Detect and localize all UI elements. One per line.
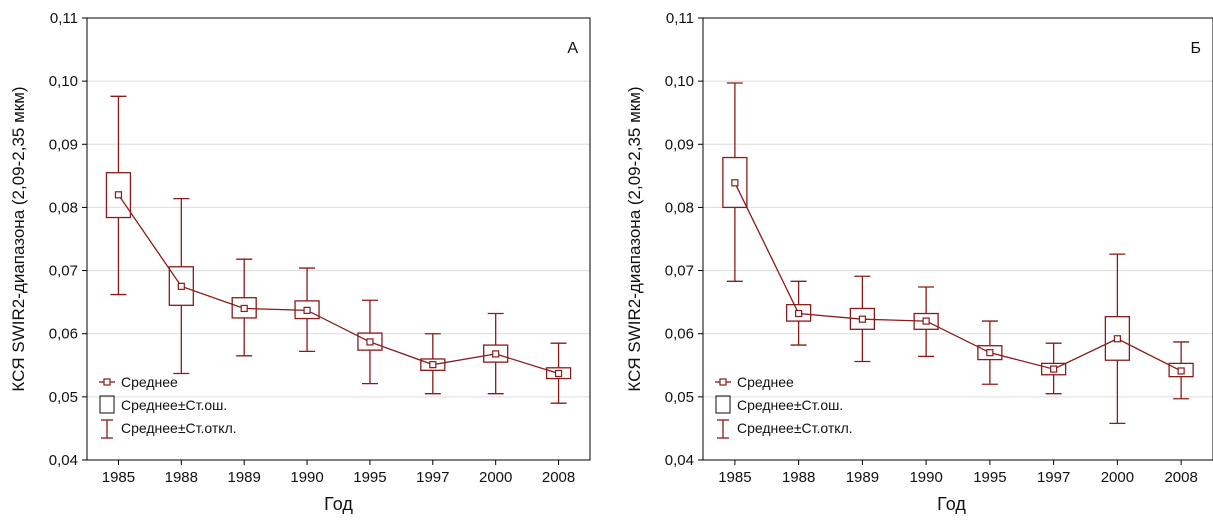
x-tick-label: 1989 xyxy=(846,469,879,486)
x-tick-label: 1989 xyxy=(228,469,261,486)
plot-frame xyxy=(702,17,1213,461)
se-box xyxy=(1104,316,1131,361)
mean-marker xyxy=(1050,365,1058,373)
se-box xyxy=(977,345,1003,361)
y-tick-label: 0,05 xyxy=(49,389,78,406)
mean-marker xyxy=(429,361,437,369)
panel-label: Б xyxy=(1191,40,1202,57)
x-tick-label: 1995 xyxy=(973,469,1006,486)
mean-marker xyxy=(858,315,866,323)
mean-marker xyxy=(492,350,500,358)
mean-marker xyxy=(177,282,185,290)
mean-marker xyxy=(114,191,123,199)
y-tick-label: 0,09 xyxy=(665,136,694,153)
chart-panel-b: 0,04 0,05 0,06 0,07 0,08 0,09 0,10 0,11 1985 1988… xyxy=(625,10,1213,514)
se-box xyxy=(722,156,748,209)
se-box xyxy=(420,358,446,371)
se-box xyxy=(913,312,939,330)
mean-marker xyxy=(922,317,930,325)
se-box xyxy=(1168,362,1194,378)
x-tick-label: 1997 xyxy=(1037,469,1070,486)
plot-frame xyxy=(86,17,591,461)
y-tick-label: 0,11 xyxy=(50,10,78,27)
x-tick-label: 1988 xyxy=(782,469,815,486)
x-tick-label: 2008 xyxy=(1164,469,1197,486)
x-tick-label: 1985 xyxy=(718,469,751,486)
se-box xyxy=(168,266,194,306)
legend-mean-marker xyxy=(103,378,111,386)
y-tick-label: 0,04 xyxy=(665,452,694,469)
mean-marker xyxy=(1177,367,1185,375)
legend-label-se: Среднее±Ст.ош. xyxy=(737,397,843,413)
legend-mean-marker xyxy=(719,378,727,386)
y-tick-label: 0,10 xyxy=(665,73,694,90)
y-tick-label: 0,08 xyxy=(665,199,694,216)
y-tick-label: 0,08 xyxy=(49,199,78,216)
legend-label-mean: Среднее xyxy=(737,374,794,390)
y-tick-label: 0,07 xyxy=(665,263,694,280)
mean-line xyxy=(117,194,559,375)
y-tick-label: 0,10 xyxy=(49,73,78,90)
se-box xyxy=(1040,362,1067,376)
se-box xyxy=(545,367,572,380)
y-tick-label: 0,11 xyxy=(666,10,694,27)
legend-se-box xyxy=(715,395,731,414)
mean-line xyxy=(734,182,1182,372)
mean-marker xyxy=(303,306,311,314)
mean-marker xyxy=(731,179,739,187)
x-tick-label: 1997 xyxy=(416,469,449,486)
legend-label-sd: Среднее±Ст.откл. xyxy=(121,420,237,436)
se-box xyxy=(231,297,257,319)
x-tick-label: 2000 xyxy=(1101,469,1134,486)
se-box xyxy=(785,304,812,322)
mean-marker xyxy=(240,304,248,313)
legend-se-box xyxy=(99,395,115,414)
mean-marker xyxy=(366,338,374,346)
legend-label-se: Среднее±Ст.ош. xyxy=(121,397,227,413)
y-axis-title: КСЯ SWIR2-диапазона (2,09-2,35 мкм) xyxy=(625,86,644,391)
x-tick-label: 1995 xyxy=(353,469,386,486)
panel-label: А xyxy=(567,40,578,57)
x-tick-label: 2000 xyxy=(479,469,512,486)
y-axis-title: КСЯ SWIR2-диапазона (2,09-2,35 мкм) xyxy=(9,86,28,391)
x-tick-label: 1990 xyxy=(909,469,942,486)
y-tick-label: 0,04 xyxy=(49,452,78,469)
mean-marker xyxy=(986,349,994,357)
mean-marker xyxy=(1113,335,1121,343)
se-box xyxy=(105,172,132,219)
y-tick-label: 0,05 xyxy=(665,389,694,406)
se-box xyxy=(294,300,320,320)
x-tick-label: 1990 xyxy=(290,469,323,486)
x-tick-label: 1988 xyxy=(165,469,198,486)
y-tick-label: 0,06 xyxy=(49,326,78,343)
chart-panel-a: 0,04 0,05 0,06 0,07 0,08 0,09 0,10 0,11 1985 1988… xyxy=(9,10,591,514)
legend-label-mean: Среднее xyxy=(121,374,178,390)
y-tick-label: 0,06 xyxy=(665,326,694,343)
se-box xyxy=(483,344,509,363)
y-tick-label: 0,09 xyxy=(49,136,78,153)
se-box xyxy=(357,332,383,351)
x-tick-label: 2008 xyxy=(542,469,575,486)
legend-label-sd: Среднее±Ст.откл. xyxy=(737,420,853,436)
se-box xyxy=(849,307,876,330)
x-axis-title: Год xyxy=(324,494,353,514)
mean-marker xyxy=(795,309,803,318)
x-tick-label: 1985 xyxy=(102,469,135,486)
y-tick-label: 0,07 xyxy=(49,263,78,280)
mean-marker xyxy=(554,369,563,378)
x-axis-title: Год xyxy=(937,494,966,514)
